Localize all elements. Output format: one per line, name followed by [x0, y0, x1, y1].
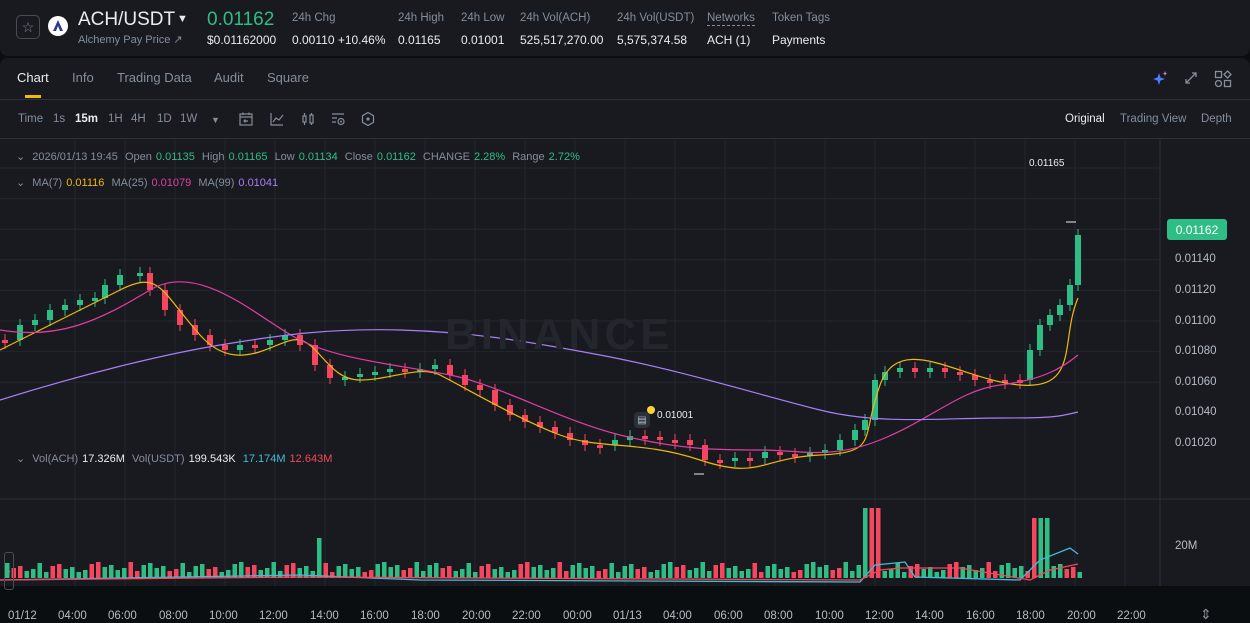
interval-1d[interactable]: 1D — [157, 113, 172, 125]
y-tick: 0.01020 — [1175, 437, 1217, 449]
chart-panel: Chart Info Trading Data Audit Square Tim… — [0, 58, 1250, 622]
candlestick-chart[interactable]: BINANCE ⌄ 2026/01/13 19:45 Open 0.01135 H… — [0, 140, 1250, 622]
x-tick: 10:00 — [209, 610, 238, 622]
last-price: 0.01162 — [207, 9, 275, 30]
y-tick: 0.01100 — [1175, 315, 1216, 327]
stat-networks[interactable]: Networks ACH (1) — [707, 12, 755, 47]
x-tick: 18:00 — [1016, 610, 1045, 622]
tab-info[interactable]: Info — [72, 70, 94, 85]
view-original[interactable]: Original — [1065, 113, 1105, 125]
vol-collapse-icon[interactable]: ⌄ — [16, 453, 26, 465]
pair-selector[interactable]: ACH/USDT — [78, 9, 176, 30]
ai-sparkle-icon[interactable] — [1152, 70, 1170, 88]
indicator-chart-icon[interactable] — [269, 111, 287, 129]
x-tick: 22:00 — [1117, 610, 1146, 622]
x-tick: 06:00 — [108, 610, 137, 622]
x-tick: 08:00 — [764, 610, 793, 622]
stat-24h-vol-usdt: 24h Vol(USDT) 5,575,374.58 — [617, 12, 695, 47]
y-tick: 0.01080 — [1175, 345, 1217, 357]
ach-coin-logo — [48, 16, 68, 36]
x-tick: 22:00 — [512, 610, 541, 622]
usd-price: $0.01162000 — [207, 33, 277, 47]
binance-watermark: BINANCE — [445, 310, 674, 359]
stat-24h-vol-ach: 24h Vol(ACH) 525,517,270.00 — [520, 12, 604, 47]
x-tick: 20:00 — [462, 610, 491, 622]
active-tab-indicator — [25, 95, 41, 98]
ma-legend: ⌄ MA(7) 0.01116 MA(25) 0.01079 MA(99) 0.010… — [16, 177, 279, 189]
layout-grid-icon[interactable] — [1214, 70, 1232, 88]
y-tick: 0.01040 — [1175, 406, 1217, 418]
x-tick: 08:00 — [159, 610, 188, 622]
x-tick: 04:00 — [58, 610, 87, 622]
x-tick: 06:00 — [714, 610, 743, 622]
coin-info-link[interactable]: Alchemy Pay Price ↗ — [78, 34, 183, 46]
stat-24h-low: 24h Low 0.01001 — [461, 12, 505, 47]
time-label[interactable]: Time — [18, 113, 44, 125]
x-tick: 14:00 — [310, 610, 339, 622]
interval-1h[interactable]: 1H — [108, 113, 123, 125]
x-tick: 18:00 — [411, 610, 440, 622]
tab-bar: Chart Info Trading Data Audit Square — [0, 58, 1250, 100]
x-tick: 20:00 — [1067, 610, 1096, 622]
x-tick: 01/13 — [613, 610, 642, 622]
event-dot-icon[interactable] — [647, 406, 655, 414]
candle-style-icon[interactable] — [300, 111, 318, 129]
ohlc-legend: ⌄ 2026/01/13 19:45 Open 0.01135 High 0.011… — [16, 151, 580, 163]
tab-square[interactable]: Square — [267, 70, 309, 85]
y-tick: 0.01060 — [1175, 376, 1217, 388]
ma-collapse-icon[interactable]: ⌄ — [16, 177, 26, 189]
ticker-header: ☆ ACH/USDT ▼ Alchemy Pay Price ↗ 0.01162… — [0, 0, 1250, 56]
view-trading-view[interactable]: Trading View — [1120, 113, 1187, 125]
x-tick: 12:00 — [259, 610, 288, 622]
x-tick: 14:00 — [915, 610, 944, 622]
tab-trading-data[interactable]: Trading Data — [117, 70, 192, 85]
view-depth[interactable]: Depth — [1201, 113, 1232, 125]
min-price-marker: 0.01001 — [657, 410, 694, 421]
stat-token-tags[interactable]: Token Tags Payments — [772, 12, 830, 47]
interval-1s[interactable]: 1s — [53, 113, 66, 125]
vol-y-tick: 20M — [1175, 540, 1198, 552]
x-tick: 12:00 — [865, 610, 894, 622]
hexagon-settings-icon[interactable] — [360, 111, 378, 129]
news-icon[interactable]: ▤ — [634, 412, 650, 428]
max-price-marker: 0.01165 — [1029, 158, 1065, 169]
auto-scale-icon[interactable]: ⇕ — [1200, 606, 1212, 622]
y-tick: 0.01140 — [1175, 253, 1216, 265]
chart-settings-icon[interactable] — [330, 111, 348, 129]
y-tick: 0.01120 — [1175, 284, 1216, 296]
chart-canvas[interactable] — [0, 140, 1250, 586]
tab-chart[interactable]: Chart — [17, 70, 49, 85]
tab-audit[interactable]: Audit — [214, 70, 244, 85]
interval-4h[interactable]: 4H — [131, 113, 146, 125]
interval-1w[interactable]: 1W — [180, 113, 198, 125]
interval-15m[interactable]: 15m — [75, 113, 99, 125]
favorite-star-icon[interactable]: ☆ — [16, 15, 40, 39]
x-tick: 16:00 — [966, 610, 995, 622]
stat-24h-change: 24h Chg 0.00110 +10.46% — [292, 12, 386, 47]
x-tick: 01/12 — [8, 610, 37, 622]
chart-toolbar: Time 1s 15m 1H 4H 1D 1W ▼ Original Tradi… — [0, 101, 1250, 139]
x-tick: 00:00 — [563, 610, 592, 622]
x-tick: 04:00 — [663, 610, 692, 622]
x-tick: 10:00 — [815, 610, 844, 622]
legend-collapse-icon[interactable]: ⌄ — [16, 151, 26, 163]
pair-dropdown-icon[interactable]: ▼ — [177, 13, 188, 25]
volume-legend: ⌄ Vol(ACH) 17.326M Vol(USDT) 199.543K 17.1… — [16, 453, 333, 465]
x-tick: 16:00 — [360, 610, 389, 622]
more-intervals-caret-icon[interactable]: ▼ — [211, 115, 220, 125]
calendar-icon[interactable] — [238, 111, 256, 129]
fullscreen-icon[interactable] — [1183, 70, 1201, 88]
expand-drawer-handle[interactable]: › — [4, 552, 14, 590]
current-price-tag: 0.01162 — [1167, 219, 1227, 240]
stat-24h-high: 24h High 0.01165 — [398, 12, 445, 47]
